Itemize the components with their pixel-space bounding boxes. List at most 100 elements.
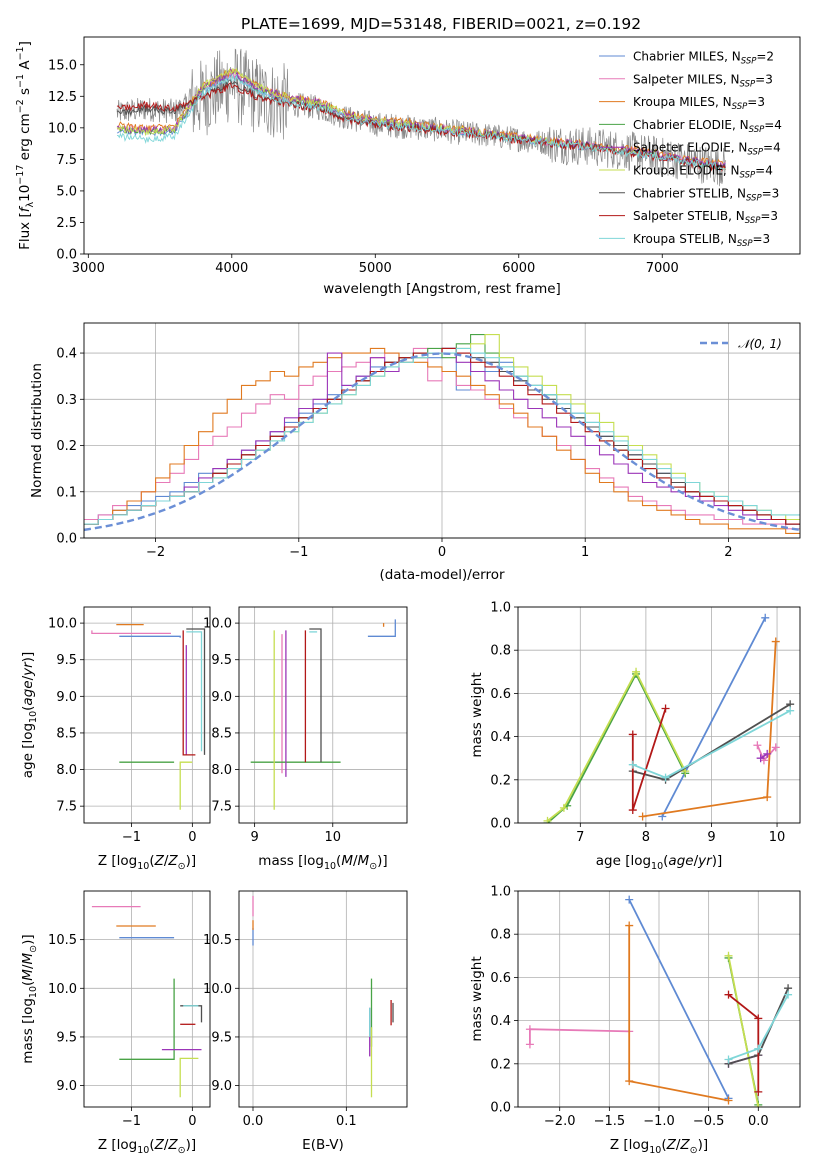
- weight_vs_age-ylabel: mass weight: [469, 672, 485, 757]
- mass_vs_EBV-frame: [238, 890, 408, 1108]
- spectrum-ytick-label: 0.0: [56, 248, 77, 263]
- spectrum-frame: [83, 36, 801, 255]
- mass_vs_Z-frame: [83, 890, 211, 1108]
- spectrum-model-kroupa-stelib: [116, 74, 726, 171]
- weight_vs_age-xtick-label: 9: [707, 830, 715, 845]
- weight_vs_Z-xtick-label: −2.0: [544, 1114, 576, 1129]
- weight_vs_age-point-salpeter-elodie: [756, 754, 765, 763]
- weight_vs_Z-point-chabrier-miles: [625, 895, 634, 904]
- mass_vs_EBV-plot-area: [252, 895, 394, 1098]
- age_vs_Z-xtick-label: 0: [188, 830, 196, 845]
- residuals-ytick-label: 0.2: [56, 439, 77, 454]
- weight_vs_Z-ylabel: mass weight: [469, 956, 485, 1041]
- weight_vs_age-point-kroupa-stelib: [661, 773, 670, 782]
- mass_vs_EBV-panel: 0.0 0.1 9.0 9.5 10.0 10.5 E(B-V): [203, 890, 408, 1153]
- weight_vs_Z-panel: −2.0 −1.5 −1.0 −0.5 0.0 0.0 0.2 0.4 0.6 0.8 1.0 Z […: [469, 885, 801, 1156]
- age_vs_Z-series-salpeter-miles: [91, 630, 171, 635]
- weight_vs_age-point-kroupa-elodie: [559, 803, 568, 812]
- age_vs_Z-ytick-label: 9.5: [56, 653, 77, 668]
- age_vs_mass-ytick-label: 9.0: [211, 690, 232, 705]
- spectrum-panel: 3000 4000 5000 6000 7000 0.0 2.5 5.0 7.5 10.0 12.5…: [15, 36, 801, 297]
- spectrum-xtick-label: 7000: [646, 261, 679, 276]
- weight_vs_age-ytick-label: 0.8: [490, 644, 511, 659]
- weight_vs_age-point-kroupa-elodie: [632, 667, 641, 676]
- residuals-xtick-label: 0: [438, 545, 446, 560]
- spectrum-xtick-label: 6000: [502, 261, 535, 276]
- weight_vs_Z-point-kroupa-stelib: [784, 990, 793, 999]
- residuals-xtick-label: −2: [146, 545, 165, 560]
- weight_vs_age-point-salpeter-miles: [771, 743, 780, 752]
- age_vs_Z-xlabel: Z [log10(Z/Z⊙)]: [98, 853, 196, 872]
- weight_vs_Z-xtick-label: −1.0: [643, 1114, 675, 1129]
- residuals-ytick-label: 0.3: [56, 393, 77, 408]
- age_vs_Z-series-kroupa-stelib: [186, 631, 203, 752]
- weight_vs_Z-point-salpeter-miles: [525, 1025, 534, 1034]
- mass_vs_Z-ytick-label: 10.0: [48, 982, 77, 997]
- spectrum-ytick-label: 2.5: [56, 216, 77, 231]
- weight_vs_Z-series-chabrier-miles: [628, 899, 730, 1099]
- weight_vs_Z-point-kroupa-miles: [724, 1096, 733, 1105]
- weight_vs_Z-point-salpeter-stelib: [754, 1087, 763, 1096]
- weight_vs_age-series-chabrier-miles: [661, 617, 766, 817]
- residuals-legend-label: 𝒩(0, 1): [738, 337, 782, 351]
- residuals-xtick-label: −1: [289, 545, 308, 560]
- weight_vs_Z-xtick-label: −0.5: [693, 1114, 725, 1129]
- weight_vs_age-ytick-label: 0.2: [490, 773, 511, 788]
- mass_vs_Z-ytick-label: 9.0: [56, 1079, 77, 1094]
- weight_vs_age-point-kroupa-miles: [771, 637, 780, 646]
- weight_vs_Z-ytick-label: 0.8: [490, 928, 511, 943]
- mass_vs_Z-series-kroupa-elodie: [179, 1057, 199, 1098]
- mass_vs_Z-panel: −1 0 9.0 9.5 10.0 10.5 Z [log10(Z/Z⊙)] mass [lo…: [20, 890, 211, 1156]
- mass_vs_Z-ytick-label: 9.5: [56, 1030, 77, 1045]
- age_vs_mass-ytick-label: 8.5: [211, 726, 232, 741]
- weight_vs_Z-series-kroupa-miles: [628, 925, 729, 1102]
- weight_vs_age-point-kroupa-stelib: [786, 706, 795, 715]
- age_vs_mass-frame: [238, 606, 408, 824]
- mass_vs_Z-xtick-label: 0: [188, 1114, 196, 1129]
- weight_vs_Z-point-kroupa-elodie: [724, 951, 733, 960]
- residuals-ytick-label: 0.1: [56, 485, 77, 500]
- weight_vs_Z-ytick-label: 0.4: [490, 1014, 511, 1029]
- weight_vs_Z-point-salpeter-miles: [525, 1040, 534, 1049]
- residuals-xtick-label: 1: [581, 545, 589, 560]
- weight_vs_Z-ytick-label: 0.6: [490, 971, 511, 986]
- weight_vs_Z-ytick-label: 0.2: [490, 1057, 511, 1072]
- mass_vs_Z-ytick-label: 10.5: [48, 933, 77, 948]
- age_vs_mass-ytick-label: 8.0: [211, 763, 232, 778]
- weight_vs_Z-point-kroupa-miles: [625, 921, 634, 930]
- age_vs_Z-ylabel: age [log10(age/yr)]: [20, 652, 39, 778]
- weight_vs_Z-point-kroupa-stelib: [754, 1044, 763, 1053]
- weight_vs_Z-xtick-label: 0.0: [748, 1114, 769, 1129]
- weight_vs_Z-point-kroupa-stelib: [724, 1055, 733, 1064]
- residuals-normal-curve: [84, 352, 800, 532]
- legend-label-chabrier-miles: Chabrier MILES, NSSP=2: [633, 50, 774, 67]
- residuals-plot-area: [84, 334, 800, 534]
- residuals-panel: −2 −1 0 1 2 0.0 0.1 0.2 0.3 0.4 𝒩(0, 1) (data-model…: [29, 322, 801, 583]
- age_vs_mass-xlabel: mass [log10(M/M⊙)]: [258, 853, 387, 872]
- legend-label-kroupa-stelib: Kroupa STELIB, NSSP=3: [633, 232, 770, 249]
- weight_vs_age-ytick-label: 1.0: [490, 601, 511, 616]
- spectrum-ytick-label: 5.0: [56, 184, 77, 199]
- weight_vs_age-panel: 7 8 9 10 0.0 0.2 0.4 0.6 0.8 1.0 age [log10(age/yr…: [469, 601, 801, 872]
- weight_vs_age-point-kroupa-miles: [763, 793, 772, 802]
- mass_vs_EBV-xlabel: E(B-V): [302, 1137, 344, 1153]
- legend-label-salpeter-miles: Salpeter MILES, NSSP=3: [633, 72, 773, 89]
- weight_vs_Z-ytick-label: 0.0: [490, 1101, 511, 1116]
- weight_vs_age-xtick-label: 10: [769, 830, 786, 845]
- age_vs_Z-panel: −1 0 7.5 8.0 8.5 9.0 9.5 10.0 Z [log10(Z/Z⊙)] age…: [20, 606, 211, 872]
- weight_vs_Z-ytick-label: 1.0: [490, 885, 511, 900]
- spectrum-xtick-label: 5000: [359, 261, 392, 276]
- mass_vs_EBV-ytick-label: 9.5: [211, 1030, 232, 1045]
- weight_vs_Z-series-kroupa-elodie: [727, 955, 760, 1107]
- mass_vs_Z-xlabel: Z [log10(Z/Z⊙)]: [98, 1137, 196, 1156]
- age_vs_Z-frame: [83, 606, 211, 824]
- age_vs_mass-ytick-label: 7.5: [211, 800, 232, 815]
- age_vs_mass-xtick-label: 9: [250, 830, 258, 845]
- mass_vs_EBV-ytick-label: 9.0: [211, 1079, 232, 1094]
- weight_vs_age-point-salpeter-stelib: [628, 730, 637, 739]
- weight_vs_age-point-kroupa-elodie: [543, 816, 552, 823]
- weight_vs_Z-series-salpeter-stelib: [727, 993, 760, 1092]
- weight_vs_age-point-chabrier-miles: [761, 613, 770, 622]
- age_vs_mass-series-chabrier-miles: [367, 619, 396, 637]
- weight_vs_age-ytick-label: 0.6: [490, 687, 511, 702]
